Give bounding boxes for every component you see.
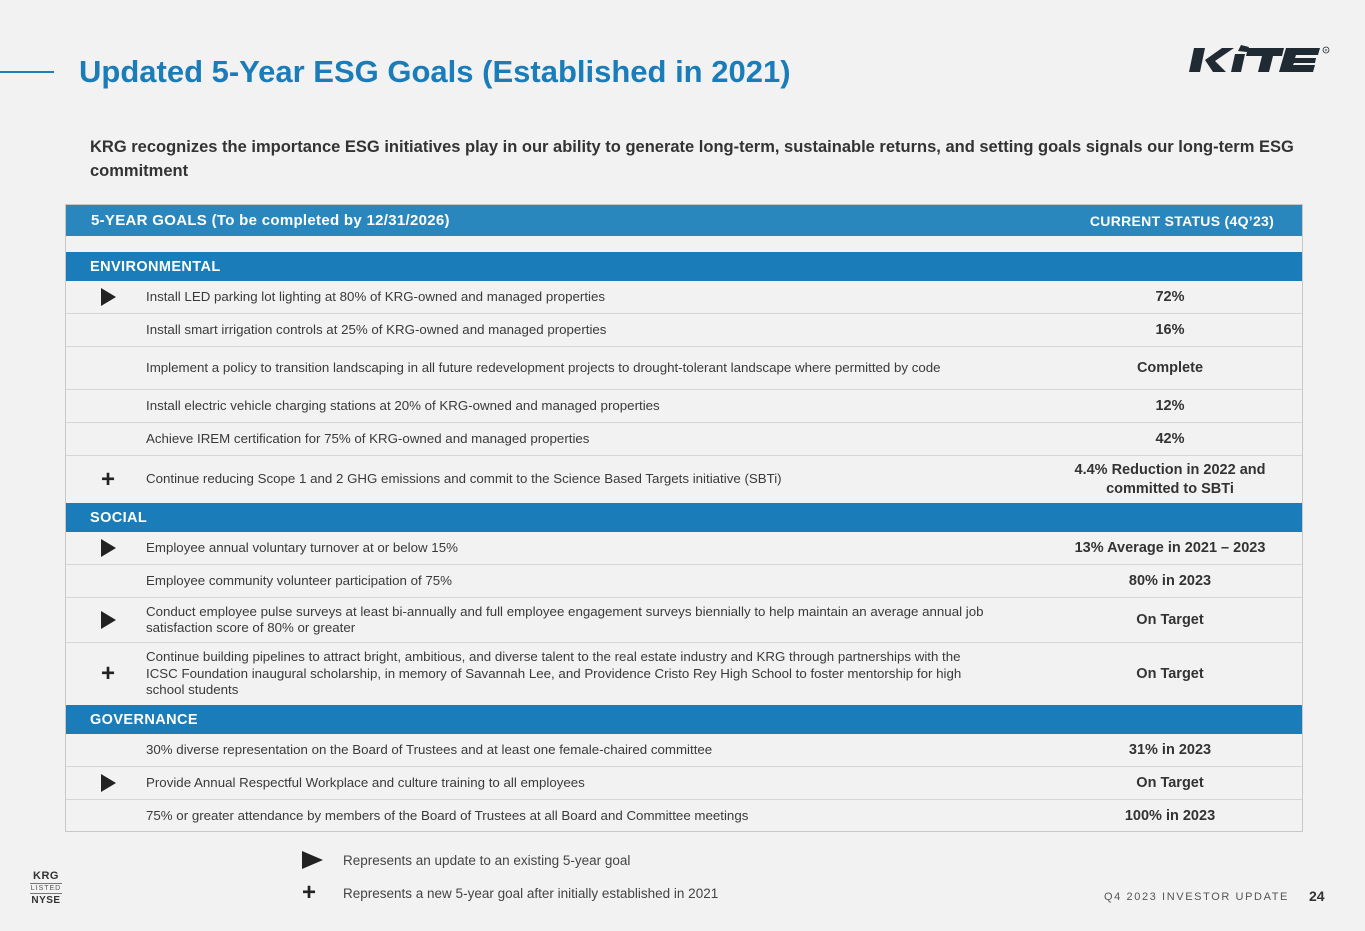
intro-statement: KRG recognizes the importance ESG initia… (90, 138, 1294, 180)
table-row: Install electric vehicle charging statio… (66, 390, 1302, 423)
update-arrow-icon (100, 774, 116, 792)
goal-status: On Target (1136, 611, 1204, 628)
goal-status: 4.4% Reduction in 2022 and committed to … (1074, 461, 1266, 497)
table-row: Achieve IREM certification for 75% of KR… (66, 423, 1302, 456)
goal-status: 72% (1155, 288, 1185, 305)
legend-new-text: Represents a new 5-year goal after initi… (343, 885, 719, 901)
table-row: Employee community volunteer participati… (66, 565, 1302, 598)
update-arrow-icon (100, 539, 116, 557)
svg-text:R: R (1325, 48, 1328, 53)
table-row: 75% or greater attendance by members of … (66, 800, 1302, 832)
new-goal-plus-icon: + (100, 660, 115, 687)
goal-text: Continue building pipelines to attract b… (146, 649, 962, 698)
table-row: Employee annual voluntary turnover at or… (66, 532, 1302, 565)
kite-logo: R (1189, 45, 1330, 72)
goals-column-header: 5-YEAR GOALS (To be completed by 12/31/2… (91, 212, 450, 229)
table-row: Provide Annual Respectful Workplace and … (66, 767, 1302, 800)
update-arrow-icon (302, 851, 323, 869)
badge-listed: LISTED (30, 883, 62, 894)
goal-text: Provide Annual Respectful Workplace and … (146, 774, 585, 790)
report-name: Q4 2023 INVESTOR UPDATE (1104, 891, 1289, 903)
goal-text: Employee community volunteer participati… (146, 572, 452, 588)
goal-text: Install LED parking lot lighting at 80% … (146, 288, 606, 304)
goal-text: Employee annual voluntary turnover at or… (146, 539, 458, 555)
title-accent-line (0, 71, 54, 73)
goal-text: 75% or greater attendance by members of … (146, 807, 749, 823)
section-environmental: ENVIRONMENTAL (66, 252, 1302, 281)
legend-update: Represents an update to an existing 5-ye… (302, 851, 630, 869)
table-row: Install smart irrigation controls at 25%… (66, 314, 1302, 347)
section-governance: GOVERNANCE (66, 705, 1302, 734)
section-social: SOCIAL (66, 503, 1302, 532)
new-goal-plus-icon: + (100, 465, 115, 493)
esg-goals-table: 5-YEAR GOALS (To be completed by 12/31/2… (65, 204, 1303, 832)
table-row: + Continue building pipelines to attract… (66, 643, 1302, 705)
status-column-header: CURRENT STATUS (4Q’23) (1089, 212, 1275, 229)
update-arrow-icon (100, 611, 116, 629)
badge-ticker: KRG (33, 870, 59, 882)
goal-status: 12% (1155, 397, 1185, 414)
table-header: 5-YEAR GOALS (To be completed by 12/31/2… (66, 205, 1302, 236)
table-row: 30% diverse representation on the Board … (66, 734, 1302, 767)
new-goal-plus-icon: + (302, 879, 317, 906)
header-spacer (66, 236, 1302, 252)
nyse-listed-badge: KRG LISTED NYSE (30, 870, 62, 906)
page-title: Updated 5-Year ESG Goals (Established in… (79, 54, 791, 89)
update-arrow-icon (100, 288, 116, 306)
page-number: 24 (1309, 888, 1325, 904)
goal-text: Conduct employee pulse surveys at least … (146, 603, 984, 636)
goal-text: Implement a policy to transition landsca… (146, 359, 941, 375)
goal-status: On Target (1136, 774, 1204, 791)
goal-status: 100% in 2023 (1124, 807, 1216, 824)
goal-text: Continue reducing Scope 1 and 2 GHG emis… (146, 471, 782, 487)
goal-status: 16% (1155, 321, 1185, 338)
table-row: Install LED parking lot lighting at 80% … (66, 281, 1302, 314)
table-row: + Continue reducing Scope 1 and 2 GHG em… (66, 456, 1302, 503)
goal-status: 42% (1155, 430, 1185, 447)
goal-status: On Target (1136, 665, 1204, 682)
goal-text: Achieve IREM certification for 75% of KR… (146, 430, 590, 446)
goal-text: Install electric vehicle charging statio… (146, 397, 660, 413)
goal-text: Install smart irrigation controls at 25%… (146, 321, 607, 337)
goal-text: 30% diverse representation on the Board … (146, 741, 713, 757)
goal-status: 31% in 2023 (1128, 741, 1212, 758)
table-row: Implement a policy to transition landsca… (66, 347, 1302, 390)
badge-exchange: NYSE (31, 895, 61, 906)
legend-new: + Represents a new 5-year goal after ini… (302, 881, 718, 905)
goal-status: 13% Average in 2021 – 2023 (1074, 539, 1266, 556)
goal-status: 80% in 2023 (1128, 572, 1212, 589)
table-row: Conduct employee pulse surveys at least … (66, 598, 1302, 643)
goal-status: Complete (1136, 359, 1204, 376)
legend-update-text: Represents an update to an existing 5-ye… (343, 852, 631, 868)
